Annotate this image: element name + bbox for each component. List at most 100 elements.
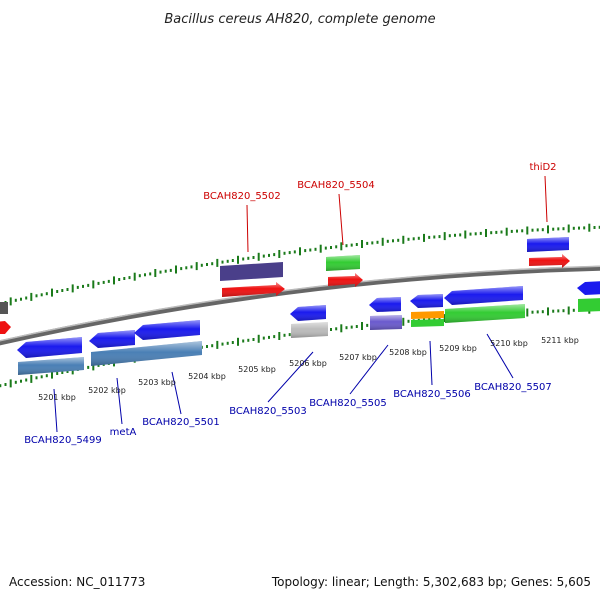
scale-tick <box>479 231 482 235</box>
scale-tick <box>355 243 358 246</box>
scale-tick <box>71 284 74 293</box>
scale-tick <box>340 324 343 333</box>
scale-tick <box>278 250 281 258</box>
scale-tick <box>226 259 229 263</box>
scale-label: 5210 kbp <box>490 339 528 348</box>
accession: Accession: NC_011773 <box>9 575 145 589</box>
scale-tick <box>392 239 394 243</box>
scale-tick <box>598 225 600 229</box>
scale-tick <box>216 340 219 349</box>
scale-tick <box>567 306 570 315</box>
scale-tick <box>407 237 410 241</box>
scale-tick <box>133 272 136 281</box>
scale-tick <box>547 307 549 316</box>
scale-tick <box>40 293 43 297</box>
gene-arrow-right-edge[interactable] <box>577 281 600 295</box>
scale-tick <box>309 248 312 252</box>
label-BCAH820_5505[interactable]: BCAH820_5505 <box>309 398 387 409</box>
scale-tick <box>402 235 405 244</box>
scale-tick <box>526 308 529 317</box>
scale-tick <box>262 336 265 340</box>
scale-tick <box>76 285 79 289</box>
scale-tick <box>469 232 472 236</box>
scale-tick <box>288 251 291 255</box>
label-BCAH820_5506[interactable]: BCAH820_5506 <box>393 389 471 400</box>
scale-tick <box>268 253 270 257</box>
scale-tick <box>51 288 53 297</box>
gene-labels-top: BCAH820_5502 BCAH820_5504 thiD2 <box>203 162 556 202</box>
scale-tick <box>56 290 59 293</box>
scale-tick <box>340 242 343 251</box>
scale-tick <box>428 317 431 321</box>
scale-tick <box>443 232 446 241</box>
label-metA[interactable]: metA <box>110 427 137 438</box>
scale-tick <box>541 228 544 232</box>
scale-tick <box>433 235 436 239</box>
label-BCAH820_5501[interactable]: BCAH820_5501 <box>142 417 220 428</box>
scale-tick <box>438 235 441 239</box>
scale-tick <box>293 250 296 254</box>
scale-tick <box>102 280 105 284</box>
scale-tick <box>66 370 69 373</box>
scale-tick <box>273 335 276 339</box>
scale-tick <box>211 262 214 266</box>
scale-tick <box>35 294 38 298</box>
scale-tick <box>211 344 214 348</box>
scale-tick <box>345 326 348 330</box>
scale-tick <box>567 224 570 233</box>
scale-tick <box>97 281 100 285</box>
scale-label: 5211 kbp <box>541 336 579 345</box>
feature-BCAH820_5502[interactable] <box>220 262 283 281</box>
scale-tick <box>412 237 415 241</box>
scale-label: 5201 kbp <box>38 393 76 402</box>
scale-tick <box>242 257 245 261</box>
scale-tick <box>572 308 575 312</box>
scale-tick <box>9 379 12 388</box>
scale-tick <box>433 317 436 321</box>
scale-tick <box>154 269 157 277</box>
feature-grey-left[interactable] <box>0 302 8 314</box>
scale-tick <box>366 241 369 245</box>
scale-tick <box>557 309 560 313</box>
scale-tick <box>464 230 467 239</box>
genome-backbone <box>0 265 600 346</box>
gene-track-top <box>0 237 570 314</box>
feature-BCAH820_5506-green[interactable] <box>411 319 444 327</box>
scale-label: 5206 kbp <box>289 359 327 368</box>
scale-tick <box>180 267 183 271</box>
genome-summary: Topology: linear; Length: 5,302,683 bp; … <box>271 575 591 589</box>
scale-tick <box>495 230 498 234</box>
scale-tick <box>583 226 586 230</box>
scale-tick <box>557 227 560 231</box>
scale-tick <box>355 325 358 328</box>
label-BCAH820_5502[interactable]: BCAH820_5502 <box>203 191 281 202</box>
label-BCAH820_5504[interactable]: BCAH820_5504 <box>297 180 375 191</box>
label-BCAH820_5503[interactable]: BCAH820_5503 <box>229 406 307 417</box>
label-thiD2[interactable]: thiD2 <box>529 162 556 173</box>
scale-tick <box>526 226 529 235</box>
scale-tick <box>30 292 33 301</box>
scale-tick <box>474 232 477 236</box>
scale-tick <box>0 384 2 388</box>
scale-tick <box>20 297 22 301</box>
scale-tick <box>345 244 348 248</box>
scale-tick <box>588 223 591 232</box>
scale-label: 5205 kbp <box>238 365 276 374</box>
scale-tick <box>144 273 146 277</box>
scale-tick <box>407 319 410 323</box>
scale-tick <box>149 272 152 276</box>
scale-tick <box>97 363 100 367</box>
scale-tick <box>572 226 575 230</box>
feature-right-edge[interactable] <box>578 298 600 312</box>
scale-tick <box>531 310 534 314</box>
label-BCAH820_5507[interactable]: BCAH820_5507 <box>474 382 552 393</box>
scale-tick <box>330 328 332 331</box>
scale-tick <box>278 332 281 340</box>
gene-arrow-left-stub[interactable] <box>0 321 11 334</box>
scale-tick <box>128 276 131 280</box>
scale-tick <box>299 247 301 256</box>
feature-BCAH820_5506-orange[interactable] <box>411 311 444 319</box>
label-BCAH820_5499[interactable]: BCAH820_5499 <box>24 435 102 446</box>
scale-tick <box>206 345 208 348</box>
